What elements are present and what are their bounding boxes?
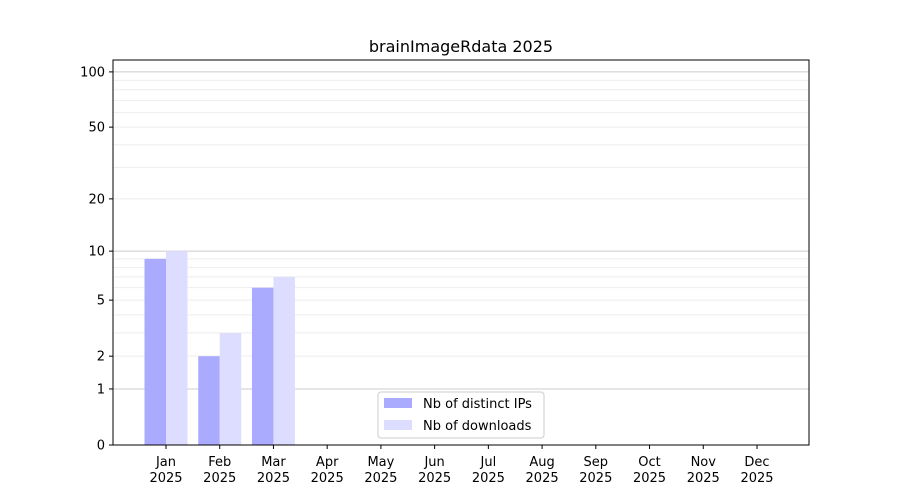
y-tick-label: 20 [88,192,105,207]
x-tick-label: Jun 2025 [418,455,451,486]
legend-label-ips: Nb of distinct IPs [423,397,532,412]
x-tick-label: Jan 2025 [149,455,182,486]
bar-downloads [273,276,295,445]
bar-downloads [219,332,242,445]
x-tick-label: Feb 2025 [203,455,236,486]
legend: Nb of distinct IPs Nb of downloads [377,391,545,439]
bar-distinct-ips [144,258,166,445]
chart-title: brainImageRdata 2025 [369,37,553,56]
x-tick-label: Mar 2025 [257,455,290,486]
x-tick-label: Apr 2025 [311,455,344,486]
y-tick-label: 50 [88,121,105,136]
x-tick-label: Oct 2025 [633,455,666,486]
bar-downloads [166,251,188,445]
x-tick-label: Jul 2025 [472,455,505,486]
y-tick-label: 2 [97,350,105,365]
y-tick-label: 0 [97,439,105,454]
y-tick-label: 10 [88,245,105,260]
legend-label-downloads: Nb of downloads [423,419,532,434]
legend-swatch-ips [384,398,412,408]
x-tick-label: Dec 2025 [740,455,773,486]
y-axis: 0 1 2 5 10 20 50 100 [80,65,113,454]
x-tick-label: May 2025 [364,455,397,486]
y-tick-label: 100 [80,65,105,80]
legend-swatch-downloads [384,420,412,430]
x-tick-label: Nov 2025 [687,455,720,486]
bar-distinct-ips [198,356,220,445]
x-axis: Jan 2025 Feb 2025 Mar 2025 Apr 2025 May 2025 Jun 20… [149,445,774,486]
plot-frame [112,59,810,446]
x-tick-label: Aug 2025 [526,455,559,486]
y-tick-label: 1 [97,382,105,397]
legend-box [377,391,545,439]
bar-distinct-ips [251,287,274,445]
grid [113,71,809,390]
y-tick-label: 5 [97,294,105,309]
bars [144,251,295,445]
x-tick-label: Sep 2025 [579,455,612,486]
